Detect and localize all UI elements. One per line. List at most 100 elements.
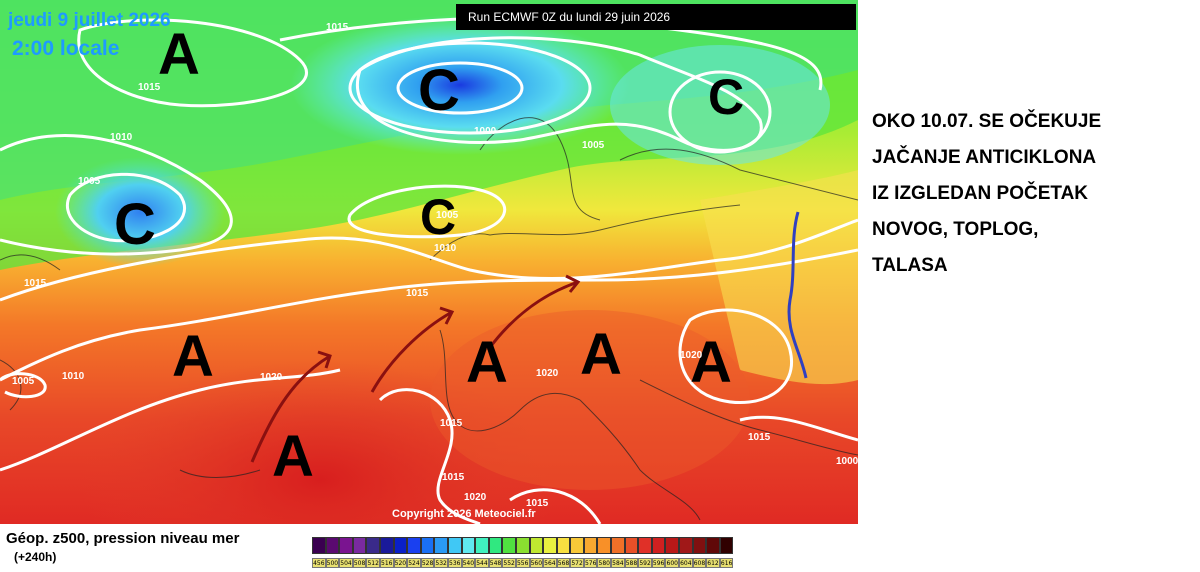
color-scale-swatch	[475, 537, 489, 554]
color-scale-swatch	[543, 537, 557, 554]
annotation-line: OKO 10.07. SE OČEKUJE	[872, 111, 1102, 132]
isobar-label: 1020	[680, 350, 703, 361]
color-scale-swatch	[339, 537, 353, 554]
color-scale-label: 512	[366, 558, 380, 568]
color-scale-swatch	[366, 537, 380, 554]
isobar-label: 1020	[260, 372, 283, 383]
isobar-label: 1005	[78, 176, 101, 187]
legend-subtitle: (+240h)	[14, 550, 57, 564]
low-pressure-label: C	[708, 69, 745, 125]
color-scale-swatch	[515, 537, 530, 554]
high-pressure-label: A	[172, 324, 214, 389]
color-scale-swatch	[556, 537, 571, 554]
color-scale	[312, 537, 734, 554]
color-scale-swatch	[502, 537, 516, 554]
color-scale-label: 516	[379, 558, 394, 568]
color-scale-label: 560	[529, 558, 544, 568]
color-scale-swatch	[447, 537, 462, 554]
color-scale-label: 588	[624, 558, 639, 568]
color-scale-swatch	[312, 537, 326, 554]
color-scale-label: 564	[543, 558, 557, 568]
legend-title: Géop. z500, pression niveau mer	[6, 530, 240, 547]
color-scale-label: 520	[393, 558, 408, 568]
isobar-label: 1000	[474, 126, 497, 137]
isobar-label: 1015	[442, 472, 465, 483]
color-scale-label: 540	[461, 558, 476, 568]
color-scale-label: 504	[339, 558, 353, 568]
front-line	[787, 211, 808, 379]
color-scale-label: 552	[502, 558, 516, 568]
forecast-time: 2:00 locale	[12, 37, 120, 60]
isobars	[0, 16, 858, 524]
color-scale-label: 584	[611, 558, 625, 568]
color-scale-label: 556	[515, 558, 530, 568]
color-scale-label: 544	[475, 558, 489, 568]
color-scale-swatch	[407, 537, 421, 554]
high-pressure-label: A	[466, 330, 508, 395]
color-scale-swatch	[488, 537, 503, 554]
color-scale-swatch	[719, 537, 734, 554]
high-pressure-label: A	[272, 424, 314, 489]
isobar-label: 1010	[434, 243, 457, 254]
isobar-label: 1015	[526, 498, 549, 509]
color-scale-label: 456	[312, 558, 326, 568]
color-scale-swatch	[461, 537, 476, 554]
isobar-label: 1015	[440, 418, 463, 429]
annotation-line: TALASA	[872, 255, 948, 276]
color-scale-label: 568	[556, 558, 571, 568]
color-scale-swatch	[393, 537, 408, 554]
color-scale-swatch	[692, 537, 707, 554]
color-scale-label: 524	[407, 558, 421, 568]
color-scale-swatch	[651, 537, 666, 554]
isobar-label: 1015	[138, 82, 161, 93]
isobar-label: 1015	[326, 22, 349, 33]
color-scale-swatch	[352, 537, 367, 554]
color-scale-label: 600	[665, 558, 680, 568]
color-scale-label: 528	[420, 558, 435, 568]
annotation-text: OKO 10.07. SE OČEKUJE JAČANJE ANTICIKLON…	[872, 104, 1192, 284]
isobar-label: 1005	[436, 210, 459, 221]
isobar-label: 1000	[836, 456, 858, 467]
isobar-label: 1005	[582, 140, 605, 151]
color-scale-label: 592	[638, 558, 652, 568]
isobar-label: 1015	[406, 288, 429, 299]
color-scale-label: 612	[706, 558, 720, 568]
color-scale-label: 508	[352, 558, 367, 568]
color-scale-label: 536	[447, 558, 462, 568]
color-scale-swatch	[624, 537, 639, 554]
weather-map: Run ECMWF 0Z du lundi 29 juin 2026 jeudi…	[0, 0, 858, 524]
isobar-label: 1005	[12, 376, 35, 387]
color-scale-label: 576	[583, 558, 598, 568]
flow-arrows	[250, 274, 581, 463]
low-pressure-label: C	[420, 189, 457, 245]
color-scale-label: 596	[651, 558, 666, 568]
color-scale-swatch	[597, 537, 612, 554]
color-scale-label: 580	[597, 558, 612, 568]
color-scale-label: 500	[325, 558, 340, 568]
run-banner: Run ECMWF 0Z du lundi 29 juin 2026	[456, 4, 856, 30]
color-scale-label: 608	[692, 558, 707, 568]
isobar-label: 1015	[24, 278, 47, 289]
color-scale-swatch	[529, 537, 544, 554]
color-scale-label: 572	[570, 558, 584, 568]
isobar-label: 1020	[464, 492, 487, 503]
isobar-label: 1010	[110, 132, 133, 143]
color-scale-swatch	[611, 537, 625, 554]
color-scale-label: 532	[434, 558, 448, 568]
low-pressure-label: C	[418, 58, 460, 123]
high-pressure-label: A	[580, 322, 622, 387]
high-pressure-label: A	[158, 22, 200, 87]
copyright: Copyright 2026 Meteociel.fr	[392, 508, 536, 520]
color-scale-label: 616	[719, 558, 734, 568]
color-scale-swatch	[583, 537, 598, 554]
color-scale-swatch	[434, 537, 448, 554]
high-pressure-label: A	[690, 330, 732, 395]
map-canvas	[0, 0, 858, 524]
color-scale-labels: 456 500 504 508 512 516 520 524 528 532 536 540 544 5…	[312, 558, 734, 568]
isobar-label: 1010	[62, 371, 85, 382]
color-scale-swatch	[679, 537, 693, 554]
color-scale-swatch	[665, 537, 680, 554]
color-scale-swatch	[325, 537, 340, 554]
color-scale-label: 548	[488, 558, 503, 568]
forecast-date: jeudi 9 juillet 2026	[8, 10, 171, 31]
